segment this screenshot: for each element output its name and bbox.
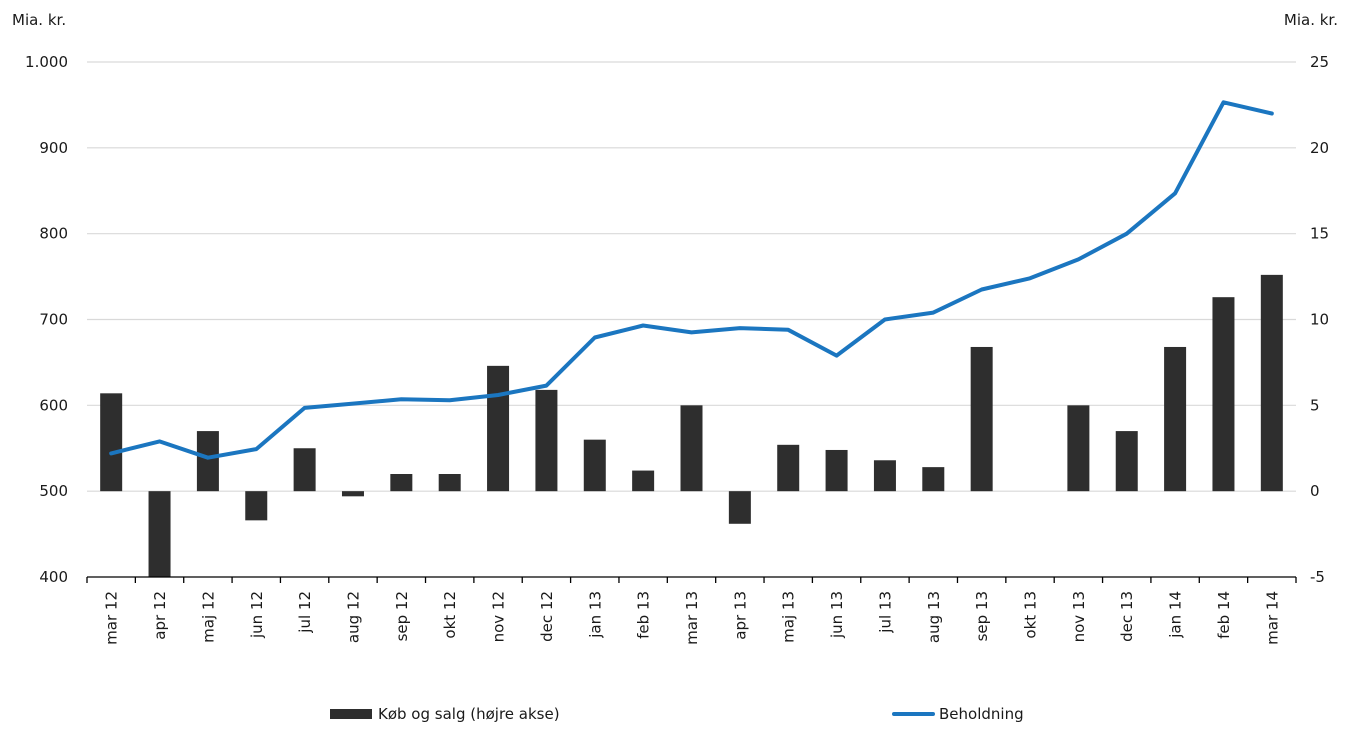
x-axis-label-okt-12: okt 12	[441, 591, 459, 639]
bar-apr-12	[148, 491, 171, 577]
x-axis-label-maj-13: maj 13	[780, 591, 798, 643]
bar-nov-12	[487, 365, 510, 492]
bar-dec-13	[1115, 431, 1138, 492]
legend-label-bars: Køb og salg (højre akse)	[378, 705, 560, 723]
x-axis-label-feb-13: feb 13	[635, 591, 653, 639]
x-axis-label-sep-12: sep 12	[393, 591, 411, 641]
left-axis-tick-labels: 1.000 900 800 700 600 500 400	[25, 53, 68, 586]
bar-sep-12	[390, 474, 413, 492]
left-axis-tick-label: 500	[39, 482, 68, 500]
x-axis-label-mar-13: mar 13	[683, 591, 701, 645]
bar-jan-13	[583, 439, 606, 492]
bar-sep-13	[970, 346, 993, 492]
left-axis-tick-label: 600	[39, 396, 68, 414]
x-axis-labels: mar 12 apr 12 maj 12 jun 12 jul 12 aug 12 sep …	[103, 591, 1282, 645]
bar-maj-12	[196, 431, 219, 492]
bar-jun-13	[825, 449, 848, 492]
x-axis-label-apr-13: apr 13	[731, 591, 749, 640]
right-axis-tick-label: 15	[1310, 225, 1329, 243]
bar-aug-12	[341, 491, 364, 497]
bar-jun-12	[245, 491, 268, 521]
chart-plot: 1.000 900 800 700 600 500 400 25 20 15 10 5 0 -5 mar…	[12, 11, 1338, 645]
x-axis-label-jan-14: jan 14	[1167, 591, 1185, 639]
x-axis-label-aug-13: aug 13	[925, 591, 943, 643]
line-series	[109, 100, 1274, 460]
right-axis-tick-labels: 25 20 15 10 5 0 -5	[1310, 53, 1329, 586]
bar-jul-12	[293, 448, 316, 492]
right-axis-tick-label: 5	[1310, 396, 1320, 414]
x-axis-label-jul-12: jul 12	[296, 591, 314, 634]
bar-nov-13	[1067, 405, 1090, 492]
x-axis-label-jun-13: jun 13	[828, 591, 846, 639]
right-axis-tick-label: 0	[1310, 482, 1320, 500]
gridlines	[87, 61, 1296, 492]
bar-series	[100, 274, 1283, 577]
x-axis-label-nov-13: nov 13	[1070, 591, 1088, 642]
x-axis-label-feb-14: feb 14	[1215, 591, 1233, 639]
bar-jan-14	[1164, 346, 1187, 492]
legend-item-bars: Køb og salg (højre akse)	[330, 704, 560, 724]
x-axis-label-dec-13: dec 13	[1118, 591, 1136, 642]
right-axis-tick-label: -5	[1310, 568, 1325, 586]
x-axis-label-jan-13: jan 13	[586, 591, 604, 639]
bar-feb-13	[632, 470, 655, 492]
bar-feb-14	[1212, 297, 1235, 492]
left-axis-tick-label: 700	[39, 311, 68, 329]
bar-mar-13	[680, 405, 703, 492]
left-axis-title: Mia. kr.	[12, 11, 66, 29]
bar-apr-13	[728, 491, 751, 524]
right-axis-tick-label: 25	[1310, 53, 1329, 71]
right-axis-tick-label: 10	[1310, 311, 1329, 329]
left-axis-tick-label: 400	[39, 568, 68, 586]
line-series-swatch	[892, 712, 935, 716]
x-axis-label-okt-13: okt 13	[1022, 591, 1040, 639]
x-axis-label-nov-12: nov 12	[490, 591, 508, 642]
legend-item-line: Beholdning	[892, 704, 1024, 724]
bar-jul-13	[873, 460, 896, 492]
x-axis-label-jun-12: jun 12	[248, 591, 266, 639]
x-axis-label-sep-13: sep 13	[973, 591, 991, 641]
x-axis-label-mar-14: mar 14	[1263, 591, 1281, 645]
bar-mar-14	[1260, 274, 1283, 492]
left-axis-tick-label: 800	[39, 225, 68, 243]
x-axis-label-aug-12: aug 12	[344, 591, 362, 643]
right-axis-tick-label: 20	[1310, 139, 1329, 157]
x-axis-label-maj-12: maj 12	[199, 591, 217, 643]
x-axis-label-apr-12: apr 12	[151, 591, 169, 640]
bar-mar-12	[100, 393, 123, 492]
left-axis-tick-label: 1.000	[25, 53, 68, 71]
bar-dec-12	[535, 389, 558, 492]
x-axis-label-dec-12: dec 12	[538, 591, 556, 642]
bar-aug-13	[922, 467, 945, 492]
bar-maj-13	[777, 444, 800, 492]
bar-series-swatch	[330, 709, 372, 719]
x-axis-label-mar-12: mar 12	[103, 591, 121, 645]
left-axis-tick-label: 900	[39, 139, 68, 157]
x-axis	[86, 576, 1297, 583]
x-axis-label-jul-13: jul 13	[876, 591, 894, 634]
right-axis-title: Mia. kr.	[1284, 11, 1338, 29]
legend-label-line: Beholdning	[939, 705, 1024, 723]
bar-okt-12	[438, 474, 461, 492]
